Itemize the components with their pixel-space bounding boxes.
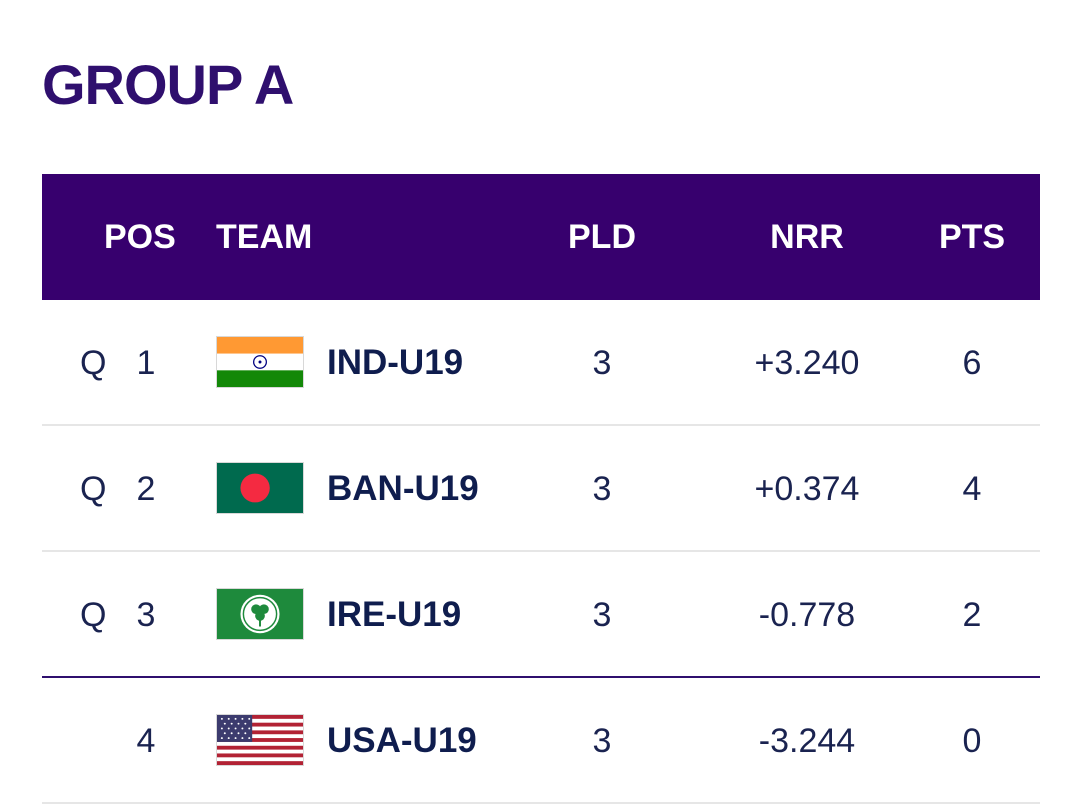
team-name[interactable]: BAN-U19 [327, 469, 479, 508]
table-row[interactable]: 4 [42, 678, 1040, 804]
points: 2 [962, 596, 982, 634]
standings-table: POS TEAM PLD NRR PTS Q 1 IND-U19 3 +3.24… [42, 174, 1040, 804]
played: 3 [592, 596, 612, 634]
position: 3 [136, 596, 156, 634]
played: 3 [592, 344, 612, 382]
team-name[interactable]: IRE-U19 [327, 595, 462, 634]
header-pld: PLD [568, 218, 636, 256]
position: 1 [136, 344, 156, 382]
table-row[interactable]: Q 2 BAN-U19 3 +0.374 4 [42, 426, 1040, 552]
played: 3 [592, 722, 612, 760]
net-run-rate: -0.778 [758, 596, 856, 634]
qualified-marker: Q [80, 344, 107, 382]
header-team: TEAM [216, 218, 313, 256]
points: 0 [962, 722, 982, 760]
position: 4 [136, 722, 156, 760]
qualified-marker: Q [80, 470, 107, 508]
points: 6 [962, 344, 982, 382]
group-title: GROUP A [42, 53, 294, 116]
team-name[interactable]: USA-U19 [327, 721, 477, 760]
ireland-cricket-flag-icon [216, 588, 304, 640]
qualified-marker: Q [80, 596, 107, 634]
india-flag-icon [216, 336, 304, 388]
net-run-rate: +3.240 [754, 344, 860, 382]
position: 2 [136, 470, 156, 508]
header-pos: POS [104, 218, 176, 256]
table-header: POS TEAM PLD NRR PTS [42, 174, 1040, 300]
points: 4 [962, 470, 982, 508]
bangladesh-flag-icon [216, 462, 304, 514]
net-run-rate: -3.244 [758, 722, 856, 760]
header-nrr: NRR [770, 218, 844, 256]
table-row[interactable]: Q 1 IND-U19 3 +3.240 6 [42, 300, 1040, 426]
usa-flag-icon [216, 714, 304, 766]
team-name[interactable]: IND-U19 [327, 343, 464, 382]
qualified-marker [80, 678, 114, 804]
table-row[interactable]: Q 3 IRE-U19 3 -0.778 2 [42, 552, 1040, 678]
played: 3 [592, 470, 612, 508]
header-pts: PTS [938, 218, 1006, 256]
net-run-rate: +0.374 [754, 470, 860, 508]
